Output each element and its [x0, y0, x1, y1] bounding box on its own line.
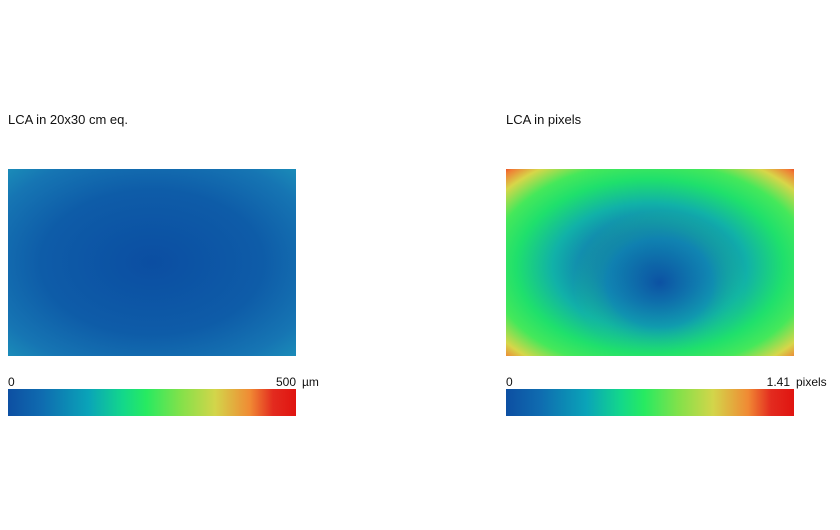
chart-title: LCA in pixels: [506, 112, 582, 127]
colorbar-max-label: 1.41: [766, 375, 790, 389]
colorbar-labels: 0 1.41 pixels: [506, 375, 836, 389]
colorbar-labels: 0 500 µm: [8, 375, 338, 389]
heatmap-um-svg: [8, 169, 296, 356]
heatmap-pixels-core: [560, 193, 752, 353]
colorbar: [8, 389, 296, 416]
heatmap-um: [8, 169, 296, 356]
chart-title: LCA in 20x30 cm eq.: [8, 112, 128, 127]
chart-panel-pixels: LCA in pixels: [506, 0, 836, 530]
heatmap-um-field: [8, 169, 296, 356]
heatmap-pixels: [506, 169, 794, 356]
colorbar-max-label: 500: [275, 375, 296, 389]
colorbar-min-label: 0: [8, 375, 15, 389]
colorbar-min-label: 0: [506, 375, 513, 389]
chart-panel-um: LCA in 20x30 cm eq. 0 500 µm: [8, 0, 338, 530]
colorbar-unit-label: pixels: [796, 375, 827, 389]
heatmap-pixels-svg: [506, 169, 794, 356]
colorbar-unit-label: µm: [302, 375, 319, 389]
colorbar: [506, 389, 794, 416]
